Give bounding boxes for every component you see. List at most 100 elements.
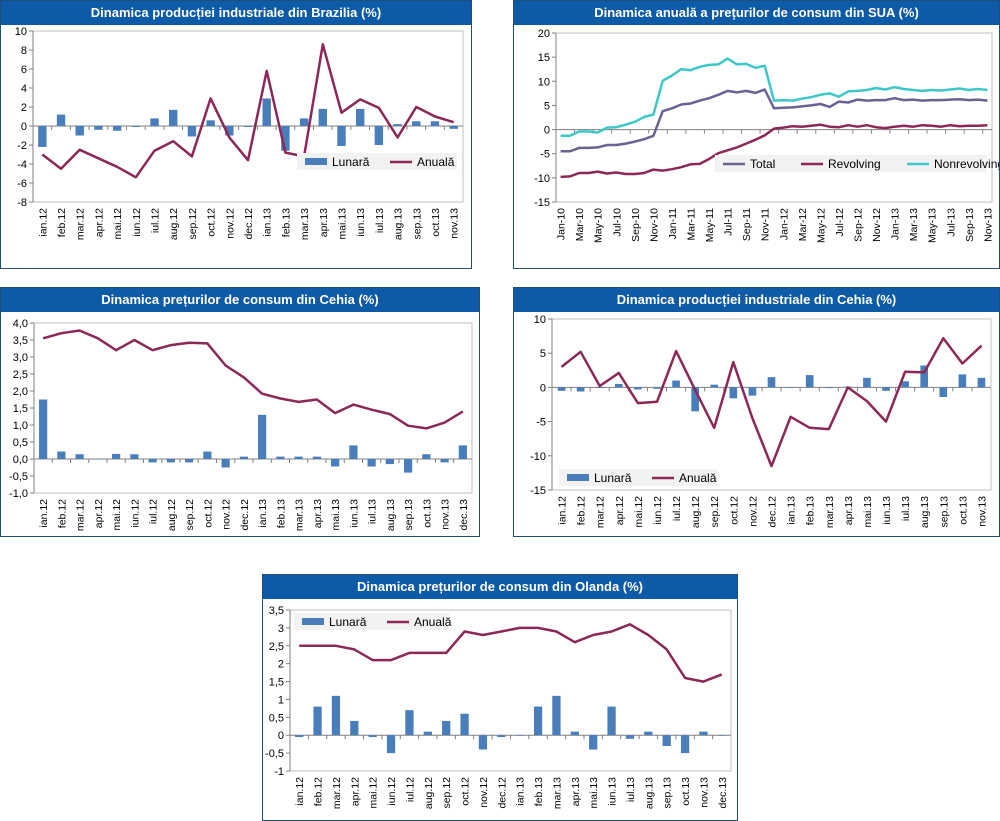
x-tick-label: May-13 bbox=[927, 208, 939, 243]
y-tick-label: -8 bbox=[17, 197, 27, 209]
chart-panel-czech-cpi: Dinamica prețurilor de consum din Cehia … bbox=[0, 287, 480, 537]
x-tick-label: Jan-13 bbox=[890, 208, 902, 240]
bar-dec.12 bbox=[243, 126, 253, 127]
bar-mar.12 bbox=[75, 126, 84, 136]
y-tick-label: 10 bbox=[538, 76, 550, 88]
bar-feb.13 bbox=[276, 456, 285, 459]
bar-iun.12 bbox=[653, 387, 661, 389]
plot-area bbox=[555, 32, 993, 203]
bar-iun.12 bbox=[386, 735, 396, 754]
x-tick-label: dec.12 bbox=[243, 208, 255, 240]
x-tick-label: sep.12 bbox=[441, 777, 453, 809]
bar-sep.12 bbox=[187, 126, 197, 137]
bar-iul.13 bbox=[625, 735, 635, 739]
bar-aug.12 bbox=[423, 731, 432, 736]
bar-iul.13 bbox=[901, 381, 909, 388]
y-tick-label: 2 bbox=[278, 659, 284, 671]
bar-nov.12 bbox=[748, 387, 757, 396]
legend-label-revolving: Revolving bbox=[828, 157, 881, 171]
x-tick-label: iul.13 bbox=[374, 208, 386, 233]
y-tick-label: 0,0 bbox=[13, 454, 28, 466]
bar-sep.13 bbox=[404, 459, 413, 473]
x-tick-label: nov.12 bbox=[478, 777, 490, 808]
x-tick-label: oct.13 bbox=[421, 499, 433, 528]
y-tick-label: 5 bbox=[544, 100, 550, 112]
x-tick-label: sep.12 bbox=[709, 496, 721, 528]
bar-aug.13 bbox=[393, 124, 402, 126]
y-tick-label: -1,0 bbox=[9, 488, 28, 500]
x-tick-label: dec.13 bbox=[717, 777, 729, 809]
bar-nov.13 bbox=[977, 377, 986, 388]
x-tick-label: apr.12 bbox=[614, 496, 626, 525]
x-tick-label: mar.12 bbox=[75, 208, 87, 240]
x-tick-label: ian.13 bbox=[786, 496, 798, 525]
x-tick-label: dec.12 bbox=[496, 777, 508, 809]
bar-mar.13 bbox=[299, 118, 309, 126]
x-tick-label: aug.12 bbox=[690, 496, 702, 528]
bar-oct.13 bbox=[422, 454, 431, 459]
bar-aug.13 bbox=[644, 731, 653, 736]
y-tick-label: 8 bbox=[21, 45, 27, 57]
bar-iun.13 bbox=[349, 445, 358, 459]
legend-box bbox=[294, 613, 449, 630]
y-tick-label: 1,0 bbox=[13, 420, 28, 432]
bar-sep.12 bbox=[710, 384, 719, 388]
x-tick-label: iun.13 bbox=[607, 777, 619, 806]
y-tick-label: -4 bbox=[17, 159, 27, 171]
x-tick-label: oct.13 bbox=[957, 496, 969, 525]
x-tick-label: ian.12 bbox=[37, 208, 49, 237]
x-tick-label: Jan-11 bbox=[667, 208, 679, 239]
bar-nov.12 bbox=[221, 459, 230, 468]
x-tick-label: iul.12 bbox=[671, 496, 683, 521]
legend-box bbox=[715, 155, 987, 172]
bar-apr.12 bbox=[350, 720, 359, 736]
bar-oct.12 bbox=[203, 451, 212, 459]
bar-nov.13 bbox=[440, 459, 449, 463]
series-line-nonrevolving bbox=[560, 57, 988, 138]
chart-svg: -15 -10 -5 0 5 10 ian.12 feb.12 mar.12 apr.12 mai.… bbox=[530, 314, 992, 528]
x-tick-label: Jul-10 bbox=[611, 208, 623, 237]
x-tick-label: mai.12 bbox=[112, 208, 124, 240]
bar-iul.13 bbox=[374, 126, 384, 145]
x-tick-label: apr.13 bbox=[570, 777, 582, 806]
bar-iul.12 bbox=[148, 459, 157, 463]
legend-swatch-lunară bbox=[302, 618, 324, 625]
x-tick-label: mai.12 bbox=[368, 777, 380, 809]
bar-dec.12 bbox=[497, 735, 506, 738]
x-tick-label: Sep-13 bbox=[964, 208, 976, 242]
bar-feb.12 bbox=[576, 387, 585, 392]
x-tick-label: nov.13 bbox=[440, 499, 452, 530]
bar-dec.13 bbox=[458, 445, 467, 459]
x-tick-label: nov.12 bbox=[747, 496, 759, 527]
x-tick-label: sep.12 bbox=[184, 499, 196, 531]
x-tick-label: apr.13 bbox=[312, 499, 324, 528]
x-tick-label: ian.13 bbox=[262, 208, 274, 237]
x-tick-label: apr.13 bbox=[318, 208, 330, 237]
x-tick-label: aug.12 bbox=[423, 777, 435, 809]
x-tick-label: iul.13 bbox=[367, 499, 379, 524]
bar-iul.12 bbox=[150, 118, 159, 126]
bar-sep.13 bbox=[939, 387, 948, 397]
bar-apr.12 bbox=[614, 383, 623, 388]
bar-mar.12 bbox=[75, 454, 84, 459]
x-tick-label: Sep-11 bbox=[741, 208, 753, 241]
bar-iun.12 bbox=[130, 454, 139, 459]
x-tick-label: ian.13 bbox=[257, 499, 269, 528]
y-tick-label: 6 bbox=[21, 64, 27, 76]
bar-oct.13 bbox=[430, 121, 440, 126]
bar-oct.13 bbox=[680, 735, 690, 754]
y-tick-label: 0 bbox=[540, 382, 546, 394]
bar-nov.13 bbox=[449, 126, 458, 129]
x-tick-label: mar.13 bbox=[299, 208, 311, 240]
x-tick-label: mai.13 bbox=[862, 496, 874, 528]
bar-ian.12 bbox=[39, 399, 48, 459]
bar-iul.12 bbox=[672, 380, 680, 388]
x-tick-label: apr.12 bbox=[349, 777, 361, 806]
x-tick-label: apr.12 bbox=[93, 499, 105, 528]
y-tick-label: -5 bbox=[540, 149, 550, 161]
x-tick-label: aug.13 bbox=[393, 208, 405, 240]
x-tick-label: Nov-13 bbox=[982, 208, 994, 242]
bar-iul.13 bbox=[367, 459, 376, 467]
bar-iul.12 bbox=[405, 710, 414, 736]
bar-aug.12 bbox=[169, 109, 178, 126]
